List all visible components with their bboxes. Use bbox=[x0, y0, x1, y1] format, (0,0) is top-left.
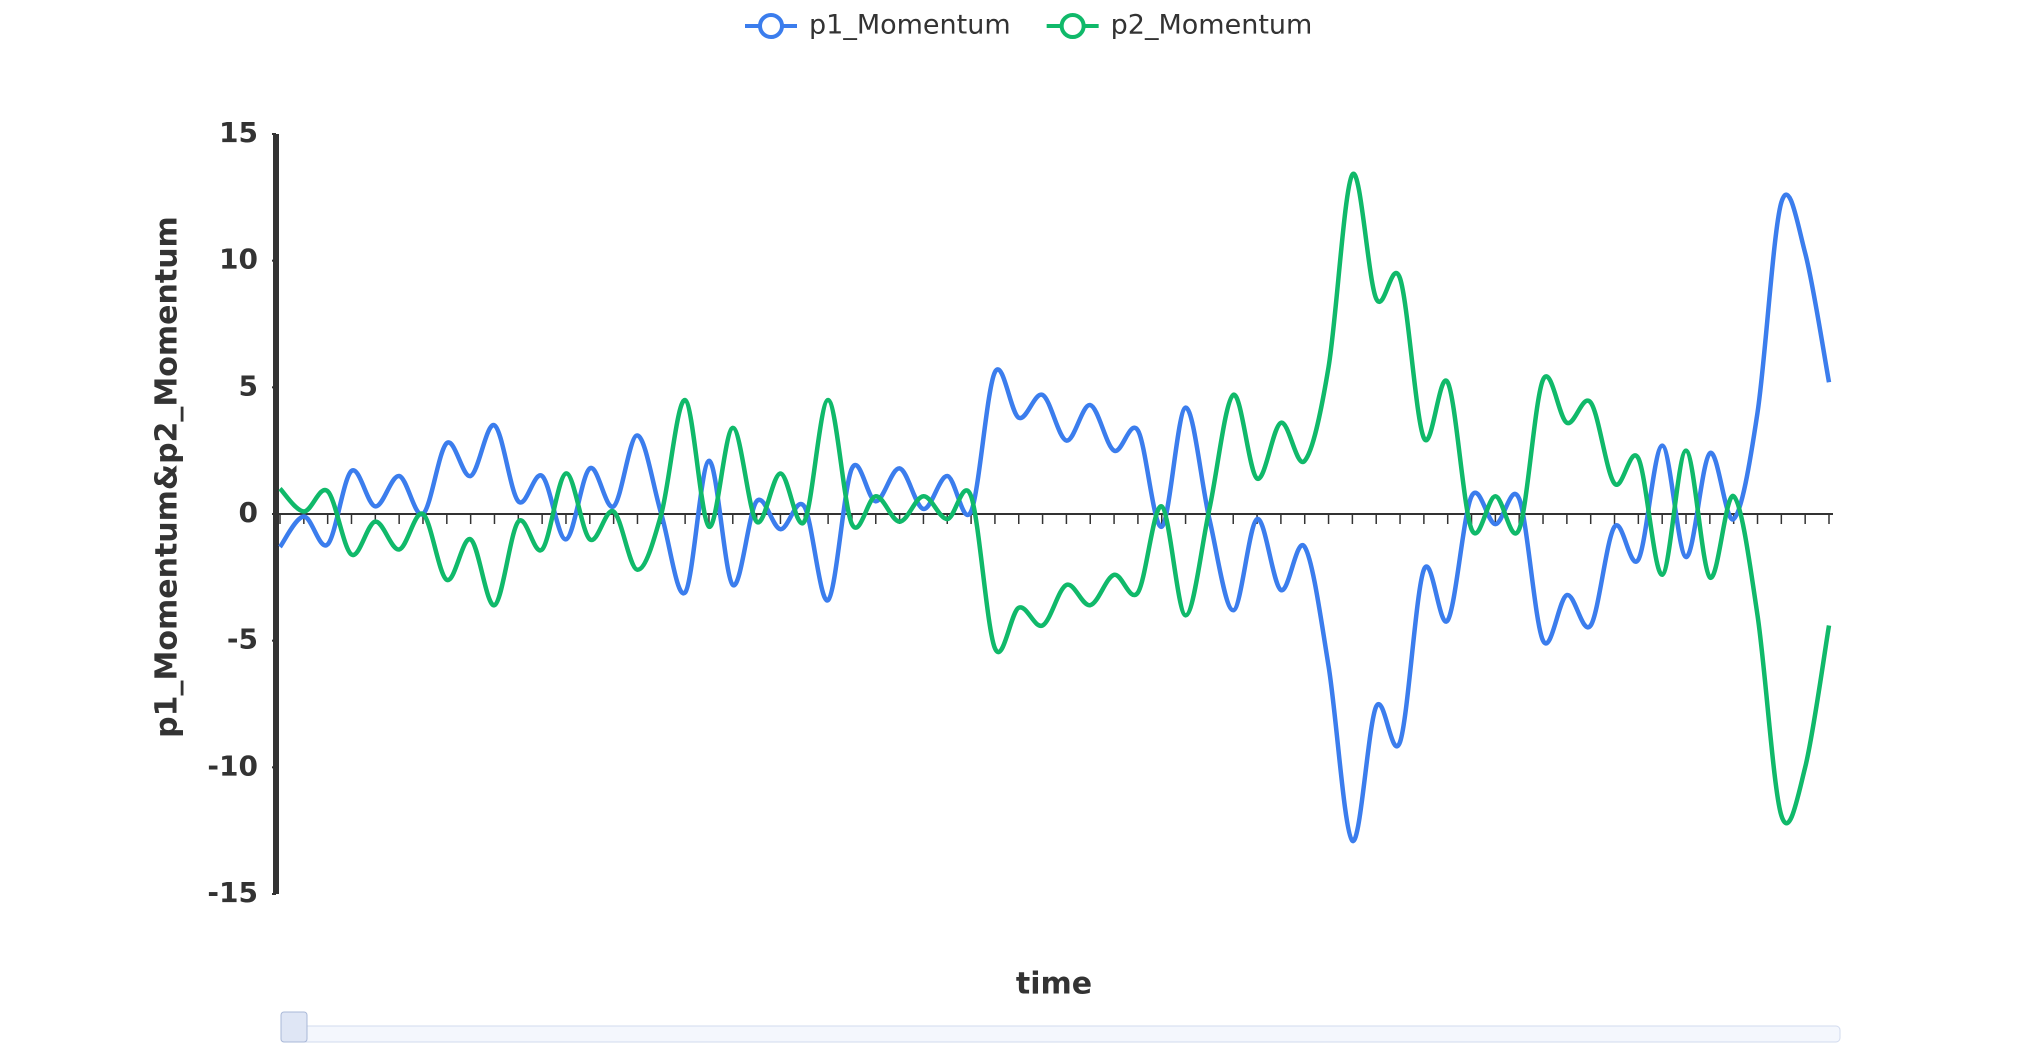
data-zoom[interactable] bbox=[280, 1011, 1841, 1043]
legend: p1_Momentum p2_Momentum bbox=[745, 10, 1312, 41]
zoom-handle[interactable] bbox=[280, 1011, 308, 1043]
y-tick-label: -5 bbox=[227, 623, 258, 656]
legend-item[interactable]: p1_Momentum bbox=[745, 10, 1011, 41]
x-axis-title: time bbox=[1016, 967, 1092, 1002]
legend-label: p1_Momentum bbox=[809, 10, 1011, 41]
y-tick-label: 0 bbox=[239, 496, 258, 529]
legend-label: p2_Momentum bbox=[1111, 10, 1313, 41]
y-tick-label: -10 bbox=[207, 749, 258, 782]
legend-marker bbox=[1059, 13, 1086, 39]
y-tick-label: -15 bbox=[207, 876, 258, 909]
y-tick-label: 10 bbox=[219, 243, 258, 276]
y-tick-label: 5 bbox=[239, 369, 258, 402]
legend-marker bbox=[758, 13, 784, 39]
series-line bbox=[278, 171, 1832, 826]
zoom-track bbox=[280, 1025, 1841, 1043]
y-axis-title: p1_Momentum&p2_Momentum bbox=[150, 216, 185, 738]
legend-item[interactable]: p2_Momentum bbox=[1046, 10, 1313, 41]
series-line bbox=[278, 192, 1832, 844]
y-tick-label: 15 bbox=[219, 116, 258, 149]
